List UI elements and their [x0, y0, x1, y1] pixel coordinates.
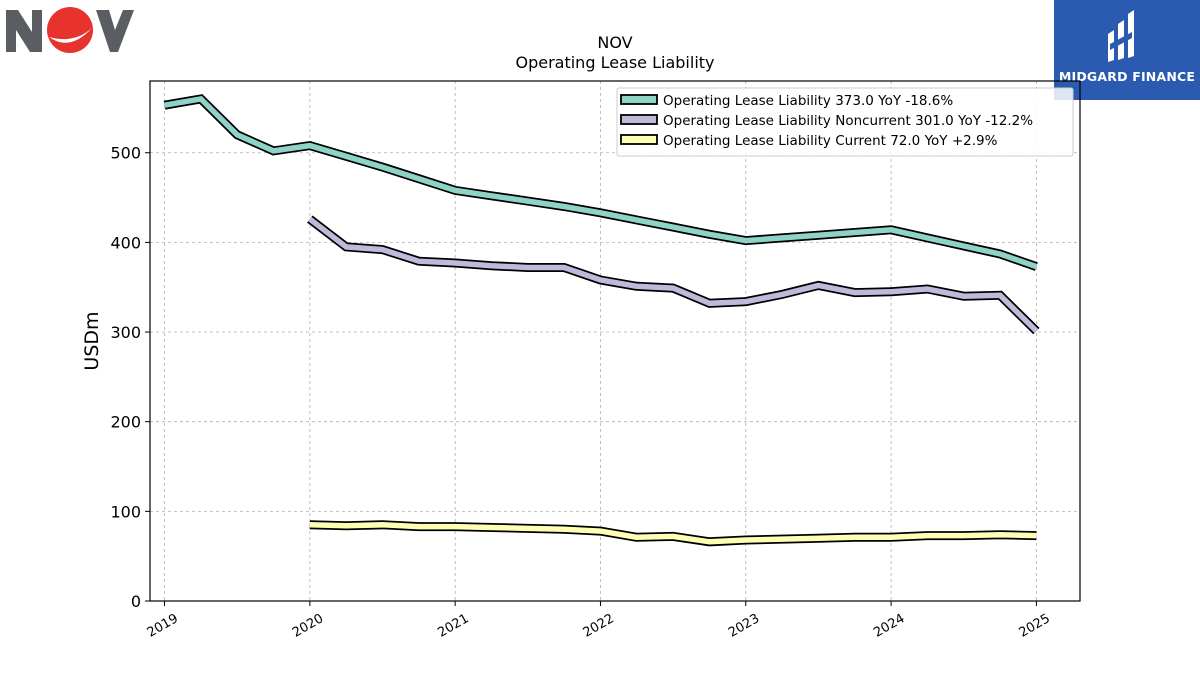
x-tick-label: 2022: [581, 611, 617, 641]
legend-label-noncurrent: Operating Lease Liability Noncurrent 301…: [663, 113, 1033, 129]
series-stroke: [308, 216, 1039, 334]
nov-logo: [4, 4, 136, 56]
axes-layer: [149, 80, 1081, 602]
legend-swatch-total: [620, 94, 658, 105]
y-tick-label: 0: [131, 592, 141, 611]
series-stroke: [309, 522, 1037, 545]
legend-box: [616, 87, 1074, 157]
x-tick-label: 2023: [726, 611, 762, 641]
grid-layer: [150, 81, 1080, 602]
plot-frame: [149, 80, 1081, 602]
legend: Operating Lease Liability 373.0 YoY -18.…: [616, 87, 1074, 157]
series-line-current: [309, 520, 1037, 547]
legend-label-current: Operating Lease Liability Current 72.0 Y…: [663, 133, 998, 149]
series-stroke: [164, 95, 1038, 270]
x-tick-label: 2019: [145, 611, 181, 641]
x-tick-label: 2021: [435, 611, 471, 641]
y-tick-label: 200: [110, 413, 141, 432]
legend-swatch-noncurrent: [620, 114, 658, 125]
legend-swatch-current: [620, 134, 658, 145]
y-tick-label: 100: [110, 502, 141, 521]
y-tick-label: 500: [110, 144, 141, 163]
series-line-noncurrent: [307, 215, 1040, 335]
y-axis-label: USDm: [81, 311, 103, 370]
series-layer: [163, 94, 1040, 547]
x-tick-label: 2025: [1017, 611, 1053, 641]
x-tick-label: 2024: [871, 611, 907, 641]
chart-title: NOV: [597, 33, 632, 52]
y-tick-label: 300: [110, 323, 141, 342]
midgard-finance-logo: MIDGARD FINANCE: [1054, 0, 1200, 100]
y-tick-label: 400: [110, 233, 141, 252]
ticks-layer: 0 100 200 300 400 500 2019 2020 2021 2022 2023 2024…: [110, 144, 1052, 641]
chart-subtitle: Operating Lease Liability: [515, 53, 714, 72]
publisher-logo-text: MIDGARD FINANCE: [1058, 69, 1196, 84]
series-line-total: [163, 94, 1038, 271]
x-tick-label: 2020: [290, 611, 326, 641]
legend-label-total: Operating Lease Liability 373.0 YoY -18.…: [663, 93, 953, 109]
